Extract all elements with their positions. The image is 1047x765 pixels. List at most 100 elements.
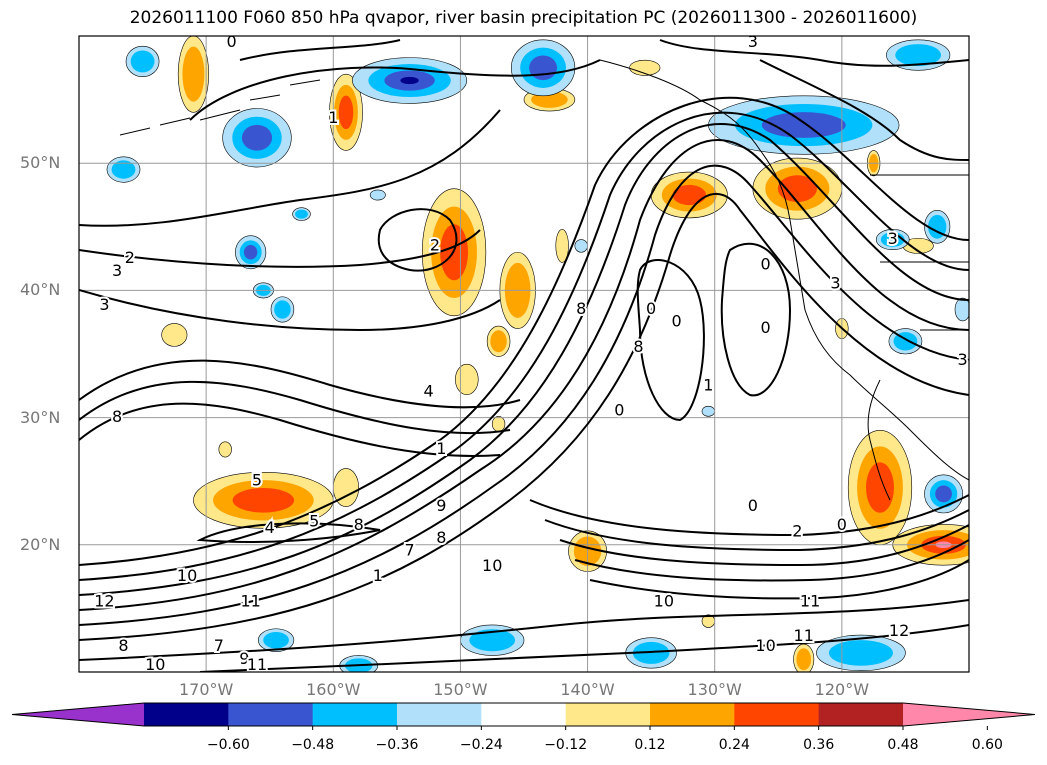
precip-anomaly-shade (796, 648, 812, 671)
contour-label: 11 (800, 592, 820, 611)
contour-label: 2 (430, 235, 440, 254)
precip-anomaly-shade (761, 112, 846, 138)
gridlines (79, 36, 969, 672)
contour-label: 3 (830, 274, 840, 293)
contour-label: 4 (265, 518, 275, 537)
precip-anomaly-shade (701, 405, 716, 417)
precip-anomaly-shade (182, 46, 205, 102)
contour-label: 3 (112, 261, 122, 280)
precip-anomaly-shade (491, 416, 506, 432)
contour-label: 1 (703, 375, 713, 394)
contour-label: 8 (118, 636, 128, 655)
colorbar-extend-min (12, 703, 144, 726)
contour-label: 4 (424, 382, 434, 401)
contour-label: 8 (576, 299, 586, 318)
colorbar-tick-label: −0.24 (459, 737, 503, 753)
precip-anomaly-shade (111, 160, 136, 179)
contour-label: 5 (252, 471, 262, 490)
contour-label: 3 (958, 350, 968, 369)
precip-anomaly-shade (243, 244, 258, 260)
contour-label: 0 (760, 254, 770, 273)
precip-anomaly-shade (954, 297, 969, 322)
contour-label: 8 (112, 407, 122, 426)
latitude-label: 50°N (20, 153, 61, 173)
colorbar-tick-label: 0.12 (634, 737, 666, 753)
contour-label: 1 (373, 566, 383, 585)
coastlines (119, 59, 969, 501)
colorbar-tick-label: −0.36 (375, 737, 419, 753)
contour-label: 0 (837, 515, 847, 534)
precip-anomaly-shade (274, 300, 291, 319)
contour-label: 0 (671, 312, 681, 331)
precip-anomaly-shade (529, 55, 558, 81)
colorbar-segment (144, 703, 229, 726)
longitude-label: 120°W (814, 680, 870, 699)
contour-label: 12 (889, 621, 909, 640)
colorbar-segment (312, 703, 398, 726)
colorbar-segment (481, 703, 567, 726)
precip-anomaly-shade (777, 175, 817, 203)
precip-anomaly-shade (555, 229, 569, 263)
colorbar-segment (818, 703, 904, 726)
contour-label: 7 (404, 541, 414, 560)
longitude-label: 140°W (560, 680, 615, 699)
colorbar (11, 702, 1036, 730)
contour-label: 11 (240, 592, 260, 611)
longitude-label: 170°W (178, 680, 234, 699)
precip-anomaly-shade (400, 76, 419, 85)
contour-label: 3 (888, 229, 898, 248)
precip-anomaly-shade (295, 209, 308, 219)
precip-anomaly-shade (369, 189, 386, 201)
contour-label: 0 (226, 32, 236, 51)
map-frame (78, 35, 970, 673)
longitude-label: 160°W (306, 680, 361, 699)
longitude-label: 130°W (687, 680, 742, 699)
contour-label: 3 (748, 32, 758, 51)
precip-anomaly-shade (866, 462, 894, 513)
latitude-label: 30°N (20, 407, 61, 427)
colorbar-extend-max (903, 703, 1035, 726)
precip-anomaly-shade (895, 44, 942, 67)
contour-label: 9 (239, 649, 249, 668)
latitude-label: 40°N (20, 280, 61, 300)
contour-label: 1 (436, 439, 446, 458)
contour-label: 8 (633, 337, 643, 356)
colorbar-tick-label: −0.48 (291, 737, 335, 753)
contour-label: 10 (177, 566, 197, 585)
contour-label: 0 (614, 401, 624, 420)
precip-anomaly-shade (935, 485, 952, 503)
contour-label: 2 (792, 522, 802, 541)
precipitation-shading (106, 36, 969, 672)
contour-label: 0 (646, 299, 656, 318)
contour-label: 10 (755, 636, 775, 655)
colorbar-tick-label: 0.36 (803, 737, 835, 753)
contour-label: 10 (145, 655, 165, 674)
contour-label: 8 (354, 515, 364, 534)
precip-anomaly-shade (218, 441, 232, 458)
colorbar-tick-label: 0.48 (887, 737, 919, 753)
colorbar-segment (650, 703, 735, 726)
contour-label: 10 (482, 556, 502, 575)
colorbar-tick-label: −0.12 (544, 737, 588, 753)
precip-anomaly-shade (490, 330, 507, 353)
contour-label: 3 (99, 295, 109, 314)
contour-label: 10 (654, 592, 674, 611)
precip-anomaly-shade (828, 640, 893, 666)
precip-anomaly-shade (263, 631, 289, 649)
contour-label: 11 (247, 655, 267, 674)
contour-label: 7 (214, 636, 224, 655)
contour-label: 0 (760, 318, 770, 337)
precip-anomaly-shade (672, 184, 707, 206)
precip-anomaly-shade (338, 95, 354, 130)
contour-label: 0 (748, 496, 758, 515)
colorbar-tick-label: −0.60 (206, 737, 250, 753)
precip-anomaly-shade (232, 487, 295, 513)
colorbar-segment (228, 703, 314, 726)
contour-label: 8 (436, 528, 446, 547)
contour-label: 2 (125, 248, 135, 267)
colorbar-tick-label: 0.60 (971, 737, 1003, 753)
colorbar-segment (397, 703, 482, 726)
latitude-label: 20°N (20, 534, 61, 554)
precip-anomaly-shade (574, 239, 588, 253)
